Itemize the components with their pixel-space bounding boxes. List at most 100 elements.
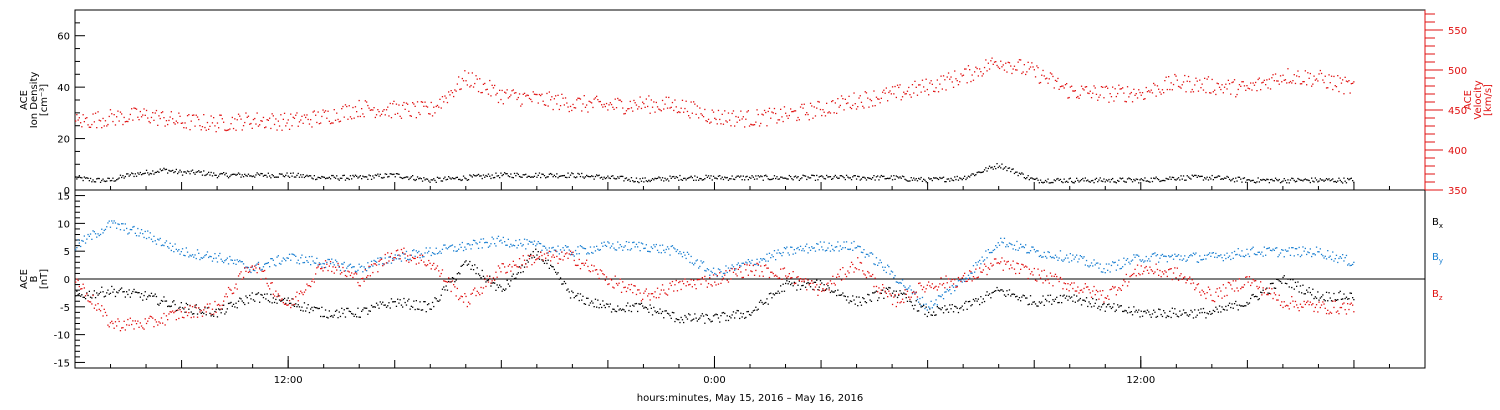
data-point <box>362 113 364 115</box>
data-point <box>653 101 655 103</box>
data-point <box>1292 177 1294 180</box>
data-point <box>433 252 435 255</box>
data-point <box>1093 85 1095 87</box>
data-point <box>1345 254 1348 257</box>
data-point <box>691 319 693 321</box>
data-point <box>430 254 432 257</box>
data-point <box>131 323 133 326</box>
data-point <box>91 297 93 299</box>
data-point <box>604 279 606 281</box>
data-point <box>1313 75 1315 77</box>
data-point <box>985 59 987 61</box>
data-point <box>132 320 134 322</box>
data-point <box>106 292 108 294</box>
data-point <box>1342 298 1344 300</box>
data-point <box>637 310 639 313</box>
data-point <box>454 178 456 180</box>
data-point <box>1350 292 1352 294</box>
data-point <box>674 284 676 286</box>
data-point <box>1012 248 1014 250</box>
data-point <box>685 100 687 102</box>
data-point <box>501 242 503 244</box>
data-point <box>196 249 199 251</box>
data-point <box>416 308 419 310</box>
data-point <box>387 262 389 264</box>
data-point <box>840 248 843 250</box>
data-point <box>1089 181 1091 183</box>
data-point <box>808 247 810 249</box>
data-point <box>502 236 504 239</box>
data-point <box>649 299 651 301</box>
data-point <box>412 306 414 308</box>
data-point <box>410 115 412 117</box>
data-point <box>470 268 472 270</box>
data-point <box>952 179 955 182</box>
data-point <box>138 173 140 175</box>
data-point <box>707 318 710 320</box>
data-point <box>869 252 871 254</box>
data-point <box>1171 176 1173 178</box>
data-point <box>824 289 827 291</box>
data-point <box>685 285 687 287</box>
data-point <box>403 101 405 104</box>
data-point <box>518 266 521 268</box>
data-point <box>725 120 727 122</box>
data-point <box>700 178 702 180</box>
data-point <box>715 177 717 179</box>
data-point <box>373 177 375 179</box>
data-point <box>640 302 643 304</box>
data-point <box>804 278 807 280</box>
data-point <box>628 309 630 312</box>
data-point <box>1143 98 1145 100</box>
data-point <box>415 117 417 119</box>
data-point <box>1079 94 1081 96</box>
data-point <box>234 306 236 308</box>
data-point <box>589 246 592 248</box>
data-point <box>441 288 444 290</box>
data-point <box>191 306 194 308</box>
data-point <box>695 288 697 290</box>
data-point <box>556 173 558 175</box>
data-point <box>568 291 570 293</box>
data-point <box>705 270 707 272</box>
data-point <box>1266 248 1268 250</box>
data-point <box>203 256 205 258</box>
data-point <box>336 112 338 114</box>
data-point <box>117 292 119 294</box>
data-point <box>239 173 241 175</box>
data-point <box>656 311 659 313</box>
data-point <box>1319 69 1321 72</box>
data-point <box>133 225 135 228</box>
data-point <box>261 268 263 271</box>
data-point <box>986 170 988 172</box>
data-point <box>256 112 258 114</box>
data-point <box>1306 253 1308 256</box>
data-point <box>740 175 742 177</box>
data-point <box>75 249 77 251</box>
data-point <box>577 292 579 295</box>
data-point <box>906 90 909 92</box>
data-point <box>246 297 248 299</box>
data-point <box>782 251 784 254</box>
data-point <box>213 117 215 119</box>
data-point <box>1217 175 1219 177</box>
data-point <box>709 122 711 124</box>
data-point <box>1042 69 1044 72</box>
data-point <box>887 177 889 179</box>
data-point <box>949 289 951 291</box>
data-point <box>777 119 779 121</box>
data-point <box>395 250 398 252</box>
data-point <box>556 250 558 253</box>
data-point <box>1292 80 1294 82</box>
data-point <box>1237 88 1239 91</box>
data-point <box>858 296 860 298</box>
data-point <box>1134 311 1136 313</box>
data-point <box>462 301 465 303</box>
data-point <box>792 110 794 113</box>
data-point <box>528 258 531 260</box>
data-point <box>1139 316 1141 318</box>
data-point <box>333 314 335 316</box>
data-point <box>665 179 667 181</box>
data-point <box>831 290 833 292</box>
data-point <box>454 281 456 283</box>
